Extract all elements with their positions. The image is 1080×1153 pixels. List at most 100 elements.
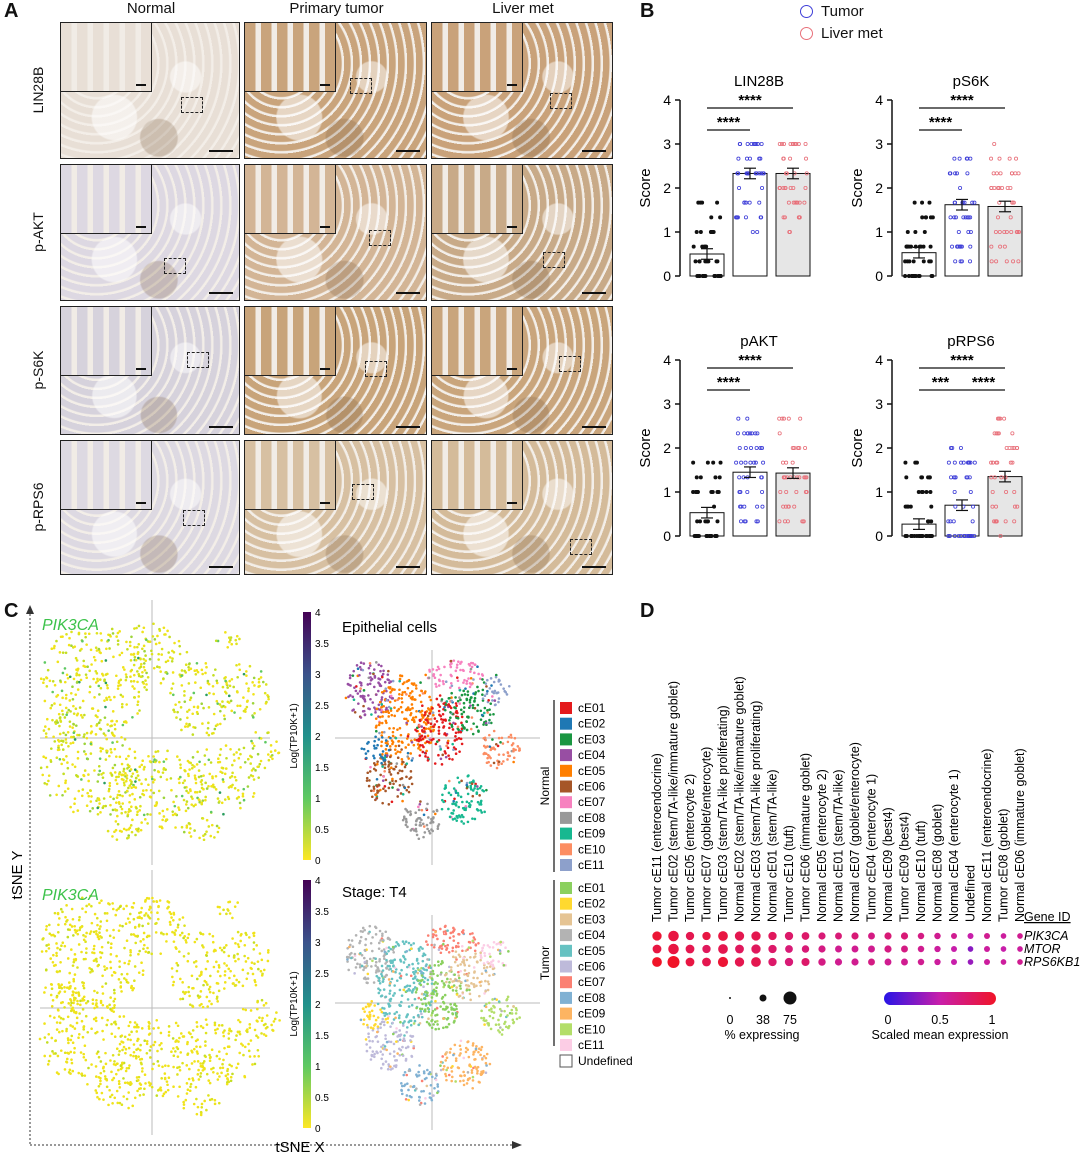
cell-point [143, 1087, 146, 1091]
cell-point [387, 803, 391, 806]
tumor-circle-icon [800, 4, 813, 18]
cell-point [137, 690, 141, 694]
cell-point [382, 759, 386, 762]
cell-point [116, 687, 120, 690]
cell-point [394, 1030, 398, 1034]
cell-point [208, 1056, 212, 1060]
cell-point [421, 716, 425, 719]
cell-point [398, 988, 402, 992]
cell-point [380, 949, 384, 953]
cell-point [379, 939, 382, 942]
cell-point [471, 732, 475, 736]
cell-point [389, 967, 392, 971]
cell-point [190, 803, 194, 806]
cell-point [71, 1041, 75, 1045]
cell-point [387, 765, 390, 768]
cell-point [62, 758, 66, 762]
data-point [698, 519, 703, 524]
cell-point [384, 739, 388, 742]
cell-point [184, 809, 188, 813]
cell-point [364, 977, 368, 981]
cell-point [384, 789, 387, 793]
data-point [1003, 519, 1008, 524]
cell-point [383, 957, 386, 961]
cell-point [359, 716, 363, 719]
ihc-image-p-akt-primary-tumor [244, 164, 427, 301]
cell-point [367, 707, 370, 710]
liver-met-circle-icon [800, 26, 813, 40]
cell-point [354, 934, 358, 937]
cell-point [204, 781, 207, 785]
cell-point [471, 706, 475, 710]
cell-point [210, 784, 213, 788]
cell-point [446, 1066, 450, 1070]
cell-point [90, 663, 93, 666]
inset-scale-bar [136, 84, 146, 86]
cell-point [380, 675, 384, 679]
cell-point [72, 990, 75, 994]
cell-point [413, 738, 417, 741]
cell-point [207, 733, 211, 737]
cell-point [350, 951, 353, 955]
cell-point [379, 1050, 383, 1054]
cell-point [402, 1037, 406, 1040]
cell-point [128, 1033, 131, 1037]
cell-point [407, 757, 411, 760]
cell-point [203, 1067, 206, 1071]
data-point [998, 416, 1003, 421]
data-point [1008, 186, 1013, 191]
cell-point [114, 913, 118, 917]
cell-point [53, 683, 57, 687]
cell-point [424, 718, 427, 721]
cell-point [168, 635, 171, 639]
cell-point [45, 676, 49, 680]
cell-point [405, 737, 409, 740]
cell-point [432, 728, 436, 732]
cell-point [121, 794, 124, 798]
cell-point [109, 953, 113, 956]
cell-point [469, 667, 473, 671]
cell-point [375, 1050, 378, 1053]
cell-point [100, 951, 104, 955]
cell-point [449, 793, 453, 797]
cell-point [83, 769, 87, 772]
cell-point [95, 631, 99, 635]
cell-point [400, 710, 404, 714]
cell-point [228, 1063, 231, 1067]
cell-point [393, 706, 396, 709]
cell-point [175, 947, 178, 950]
cell-point [463, 1074, 466, 1077]
cell-point [145, 1039, 149, 1043]
cell-point [185, 1092, 189, 1095]
magnified-inset [61, 23, 152, 92]
cell-point [98, 802, 101, 805]
cell-point [211, 775, 214, 778]
cell-point [471, 1042, 475, 1045]
cell-point [61, 696, 64, 700]
cell-point [186, 959, 190, 963]
cell-point [196, 1060, 200, 1063]
cell-point [484, 738, 487, 742]
cell-point [409, 1039, 412, 1042]
cell-point [113, 747, 117, 751]
data-point [743, 460, 748, 465]
cell-point [70, 735, 73, 739]
cell-point [264, 1034, 268, 1038]
cell-point [481, 713, 484, 717]
cell-point [407, 1069, 411, 1073]
cell-point [60, 944, 63, 947]
cell-point [403, 690, 407, 694]
cell-point [256, 999, 259, 1003]
cell-point [431, 969, 435, 973]
cell-point [64, 697, 68, 700]
magnified-inset [245, 23, 336, 92]
cell-point [106, 1018, 109, 1022]
cell-point [148, 760, 152, 763]
ihc-image-p-rps6-liver-met [431, 440, 613, 575]
cell-point [101, 1066, 105, 1070]
data-point [782, 519, 787, 524]
cell-point [433, 717, 437, 720]
cell-point [156, 911, 159, 914]
cell-point [511, 742, 515, 745]
